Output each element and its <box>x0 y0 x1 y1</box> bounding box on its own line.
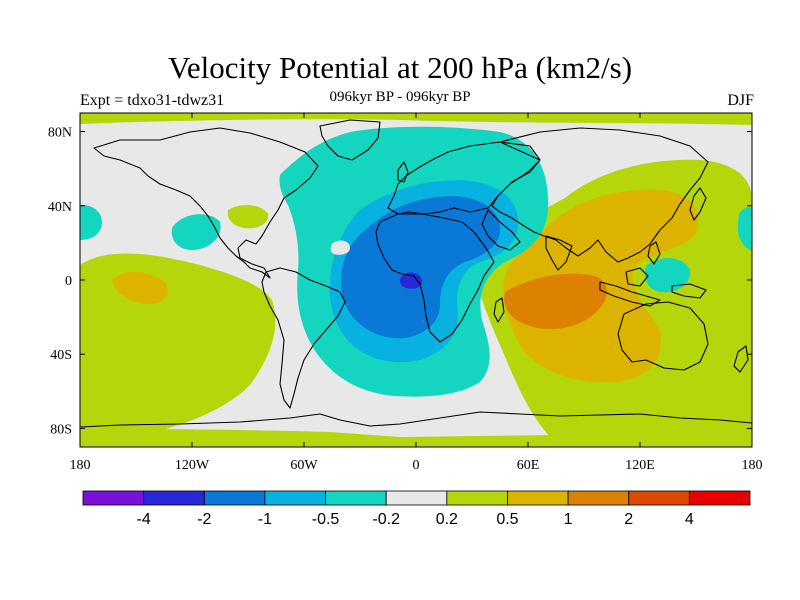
coast-south-america <box>261 267 346 409</box>
colorbar-swatch <box>567 490 630 506</box>
lon-tick-label: 180 <box>742 458 763 473</box>
coast-europe <box>387 141 541 215</box>
plot-title: Velocity Potential at 200 hPa (km2/s) <box>167 50 633 85</box>
coast-north-america <box>93 127 319 279</box>
colorbar-label: -1 <box>258 511 272 528</box>
colorbar-swatch <box>203 490 266 506</box>
colorbar-swatch <box>82 490 145 506</box>
map-panel <box>80 113 752 447</box>
contour-positive-0.2-pacific <box>80 253 276 445</box>
contour-negative-0.2-dateline <box>738 207 752 250</box>
coast-australia <box>617 301 709 371</box>
coast-antarctica <box>80 411 752 428</box>
colorbar-label: 4 <box>685 511 694 528</box>
colorbar-swatch <box>507 490 569 506</box>
contour-negative-0.2-westpac <box>644 258 691 293</box>
coast-africa <box>375 213 495 343</box>
contour-positive-0.5-pacific <box>112 271 168 304</box>
colorbar-label: -2 <box>197 511 211 528</box>
plot-subtitle: 096kyr BP - 096kyr BP <box>329 89 471 105</box>
contour-negative-0.2-eastpac <box>171 214 221 250</box>
colorbar-swatch <box>325 490 387 506</box>
coast-new-zealand <box>733 345 749 373</box>
colorbar-swatch <box>143 490 205 506</box>
coast-asia <box>491 127 709 263</box>
coastlines <box>80 119 752 428</box>
colorbar-label: -4 <box>137 511 151 528</box>
contour-negative-1-atlantic <box>340 196 501 339</box>
season-label: DJF <box>727 92 754 109</box>
axis-ticks: 80N 40N 0 40S 80S 180 120W 60W 0 60E 120E 180 <box>48 113 763 473</box>
coast-british-isles <box>397 161 409 183</box>
coast-greenland <box>319 119 381 161</box>
lon-tick-label: 120W <box>175 458 210 473</box>
contour-negative-0.2-left-edge <box>80 204 102 240</box>
experiment-label: Expt = tdxo31-tdwz31 <box>80 92 225 109</box>
colorbar-label: 2 <box>624 511 633 528</box>
lon-tick-label: 60W <box>290 458 318 473</box>
lat-tick-label: 40N <box>48 200 72 215</box>
lat-tick-label: 80N <box>48 126 72 141</box>
contour-zero-equatorial <box>330 240 350 255</box>
lat-tick-label: 80S <box>50 422 72 437</box>
contour-positive-0.2-antarctic <box>80 429 752 447</box>
contour-negative-2-gulfguinea <box>399 272 423 289</box>
lon-tick-label: 120E <box>625 458 655 473</box>
colorbar-label: 1 <box>564 511 573 528</box>
coast-madagascar <box>493 297 505 323</box>
lon-tick-label: 0 <box>413 458 420 473</box>
coast-arabia <box>481 209 521 251</box>
coast-india <box>545 235 573 271</box>
lon-tick-label: 180 <box>70 458 91 473</box>
colorbar-swatch <box>385 490 448 506</box>
colorbar-label: -0.5 <box>312 511 340 528</box>
lat-tick-label: 0 <box>65 274 72 289</box>
colorbar: -4 -2 -1 -0.5 -0.2 0.2 0.5 1 2 4 <box>82 490 751 528</box>
coast-japan <box>689 187 707 221</box>
contour-positive-1-indian <box>504 273 608 330</box>
lon-tick-label: 60E <box>517 458 540 473</box>
colorbar-swatch <box>628 490 690 506</box>
colorbar-label: -0.2 <box>372 511 400 528</box>
coast-borneo <box>625 267 649 287</box>
coast-new-guinea <box>671 283 707 299</box>
colorbar-label: 0.2 <box>436 511 458 528</box>
colorbar-swatch <box>446 490 508 506</box>
colorbar-label: 0.5 <box>496 511 518 528</box>
contour-positive-0.2-eastpac-small <box>227 205 269 229</box>
contour-negative-0.2-northamerica <box>289 161 323 184</box>
colorbar-swatch <box>264 490 326 506</box>
lat-tick-label: 40S <box>50 348 72 363</box>
coast-philippines <box>647 241 661 265</box>
contour-positive-0.2-arctic <box>80 113 752 125</box>
colorbar-swatch <box>688 490 751 506</box>
